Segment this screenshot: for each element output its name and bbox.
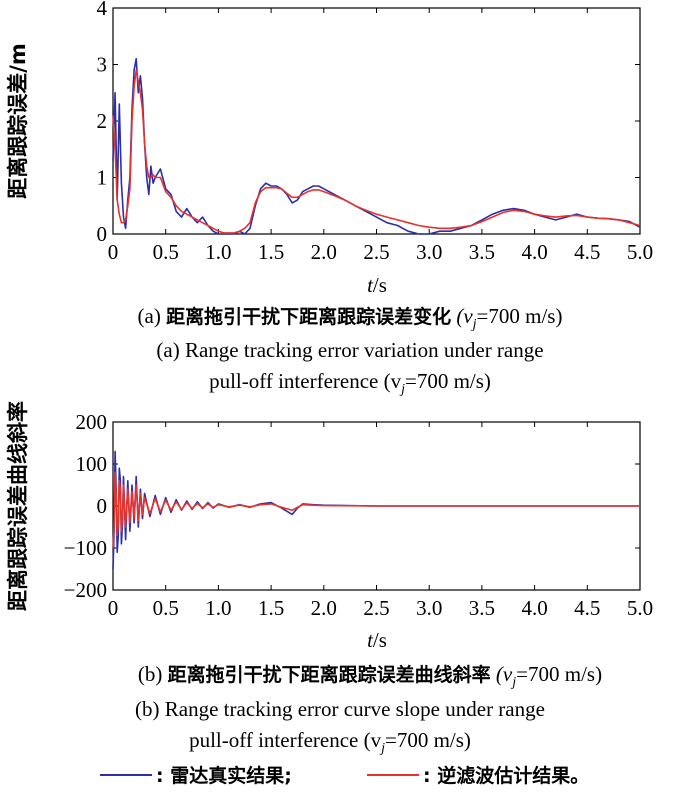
caption-a-en-line1: (a) Range tracking error variation under… [156,338,543,362]
y-tick-label: −100 [64,536,107,560]
y-tick-label: 4 [97,0,108,20]
x-tick-label: 0.5 [153,596,179,620]
caption-a-en-line2: pull-off interference (vj=700 m/s) [209,369,491,397]
x-tick-label: 2.0 [311,240,337,264]
y-tick-label: 0 [97,222,108,246]
y-tick-label: 1 [97,166,108,190]
series-line-radar-true [112,58,641,235]
x-tick-label: 1.0 [205,240,231,264]
x-tick-label: 1.0 [205,596,231,620]
y-tick-label: −200 [64,578,107,602]
x-tick-label: 3.5 [469,240,495,264]
x-tick-label: 2.5 [363,240,389,264]
y-tick-label: 3 [97,53,108,77]
x-axis-label-a: t/s [367,273,387,297]
x-tick-label: 4.0 [521,240,547,264]
y-tick-label: 200 [76,410,108,434]
x-tick-label: 2.0 [311,596,337,620]
caption-a-cn: (a) 距离拖引干扰下距离跟踪误差变化 (vj=700 m/s) [138,304,563,332]
x-tick-label: 4.0 [521,596,547,620]
x-tick-label: 1.5 [258,240,284,264]
caption-b-en-line1: (b) Range tracking error curve slope und… [135,697,545,721]
caption-b-cn: (b) 距离拖引干扰下距离跟踪误差曲线斜率 (vj=700 m/s) [138,662,602,690]
plot-frame-a [112,7,641,235]
x-tick-label: 2.5 [363,596,389,620]
y-axis-label-b: 距离跟踪误差曲线斜率 [6,401,30,611]
chart-b: 200 100 0 −100 −200 0 0.5 1.0 1.5 2.0 2.5 3.0 3.5 4.… [6,401,653,652]
x-tick-label: 5.0 [627,596,653,620]
x-tick-label: 0 [108,596,119,620]
y-tick-label: 0 [97,494,108,518]
series-line-inverse-filter [112,471,640,549]
x-tick-label: 0 [108,240,119,264]
chart-a: 0 1 2 3 4 0 0.5 1.0 1.5 2.0 2.5 3.0 3.5 4.0 4.5 5.0 距离… [6,0,653,297]
x-tick-label: 5.0 [627,240,653,264]
legend: : 雷达真实结果; : 逆滤波估计结果。 [100,764,589,787]
series-line-inverse-filter [112,69,641,234]
series-line-radar-true [112,450,640,570]
x-tick-label: 3.0 [416,596,442,620]
caption-b-en-line2: pull-off interference (vj=700 m/s) [189,728,471,756]
y-tick-label: 2 [97,109,108,133]
x-tick-label: 1.5 [258,596,284,620]
x-tick-label: 3.5 [469,596,495,620]
y-axis-label-a: 距离跟踪误差/m [6,43,30,199]
x-tick-label: 4.5 [574,240,600,264]
x-tick-label: 3.0 [416,240,442,264]
y-tick-label: 100 [76,452,108,476]
x-tick-label: 0.5 [153,240,179,264]
x-tick-label: 4.5 [574,596,600,620]
x-axis-label-b: t/s [367,628,387,652]
legend-label-red: : 逆滤波估计结果。 [423,764,589,787]
legend-label-blue: : 雷达真实结果; [156,764,292,787]
